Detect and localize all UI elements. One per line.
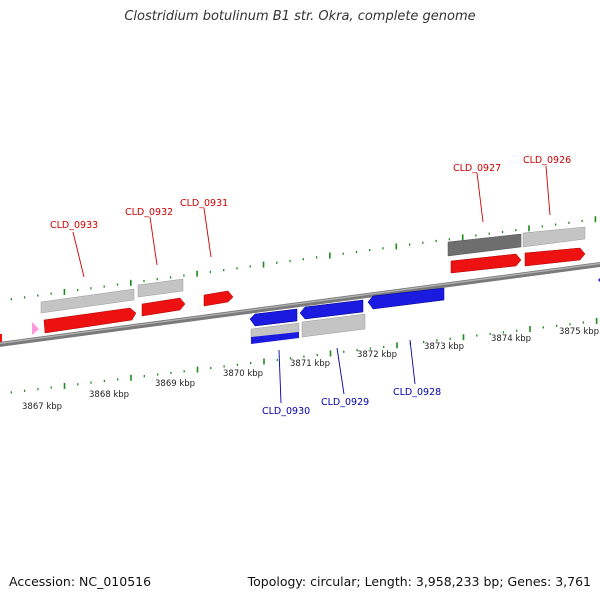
leader-line bbox=[72, 231, 85, 278]
gene-label[interactable]: CLD_0929 bbox=[321, 397, 369, 408]
gene-arrow-partial bbox=[0, 334, 2, 342]
kbp-label: 3874 kbp bbox=[491, 334, 531, 344]
label-leaders bbox=[72, 165, 551, 404]
gene-label[interactable]: CLD_0926 bbox=[523, 155, 571, 166]
gene-label[interactable]: CLD_0933 bbox=[50, 220, 98, 231]
accession-text: Accession: NC_010516 bbox=[9, 574, 152, 589]
topology-text: Topology: circular; Length: 3,958,233 bp… bbox=[247, 574, 591, 589]
leader-line bbox=[409, 339, 416, 385]
gene-arrow-cld0927[interactable] bbox=[450, 253, 522, 274]
gene-label[interactable]: CLD_0930 bbox=[262, 406, 310, 417]
gene-arrow-cld0926[interactable] bbox=[524, 247, 586, 267]
genome-backbone bbox=[0, 262, 600, 347]
leader-line bbox=[149, 216, 158, 266]
gene-label[interactable]: CLD_0931 bbox=[180, 198, 228, 209]
leader-line bbox=[476, 172, 484, 223]
cds-box bbox=[137, 278, 184, 298]
scale-labels: 3867 kbp 3868 kbp 3869 kbp 3870 kbp 3871… bbox=[22, 327, 599, 412]
forward-cds-track bbox=[40, 226, 586, 314]
cds-box-blue-strip bbox=[251, 332, 299, 344]
genome-title: Clostridium botulinum B1 str. Okra, comp… bbox=[124, 9, 476, 24]
cds-box bbox=[301, 313, 366, 338]
gene-arrow-cld0929[interactable] bbox=[299, 299, 364, 320]
cds-box bbox=[40, 288, 135, 314]
kbp-label: 3875 kbp bbox=[559, 327, 599, 337]
kbp-label: 3871 kbp bbox=[290, 359, 330, 369]
genome-backbone-highlight bbox=[0, 262, 600, 344]
kbp-label: 3869 kbp bbox=[155, 379, 195, 389]
kbp-label: 3872 kbp bbox=[357, 350, 397, 360]
leader-line bbox=[278, 349, 282, 404]
leader-line bbox=[545, 165, 551, 216]
gene-labels: CLD_0933 CLD_0932 CLD_0931 CLD_0927 CLD_… bbox=[50, 155, 571, 417]
pink-marker-icon bbox=[32, 322, 39, 335]
leader-line bbox=[203, 207, 212, 258]
kbp-label: 3868 kbp bbox=[89, 390, 129, 400]
gene-arrow-cld0932[interactable] bbox=[141, 297, 186, 317]
cds-box-dark bbox=[447, 233, 522, 257]
gene-arrow-clddd0933[interactable] bbox=[43, 307, 137, 334]
gene-label[interactable]: CLD_0932 bbox=[125, 207, 173, 218]
gene-arrow-cld0931[interactable] bbox=[203, 290, 234, 307]
gene-label[interactable]: CLD_0927 bbox=[453, 163, 501, 174]
gene-arrow-cld0928[interactable] bbox=[367, 287, 445, 310]
leader-line bbox=[336, 347, 345, 395]
kbp-label: 3873 kbp bbox=[424, 342, 464, 352]
kbp-label: 3870 kbp bbox=[223, 369, 263, 379]
gene-arrow-cld0930[interactable] bbox=[249, 308, 298, 327]
cds-box bbox=[522, 226, 586, 248]
reverse-gene-track bbox=[249, 278, 600, 327]
forward-gene-track bbox=[0, 247, 586, 342]
reverse-cds-track bbox=[250, 313, 366, 344]
tick-marks bbox=[10, 216, 598, 394]
kbp-label: 3867 kbp bbox=[22, 402, 62, 412]
gene-label[interactable]: CLD_0928 bbox=[393, 387, 441, 398]
